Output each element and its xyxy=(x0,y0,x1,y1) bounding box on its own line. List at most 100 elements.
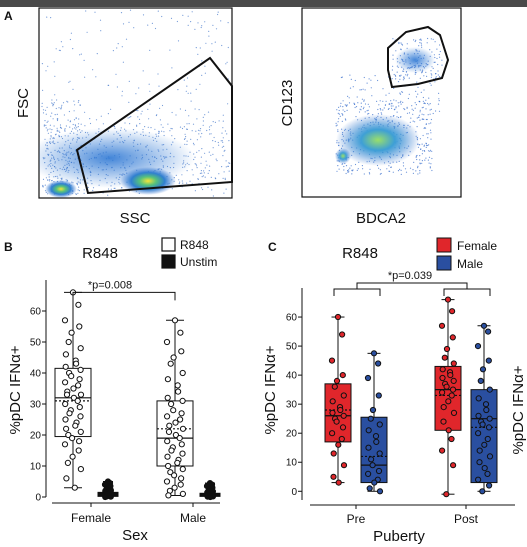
r848-male-point xyxy=(178,348,185,355)
event-dot xyxy=(429,109,431,111)
event-dot xyxy=(430,138,432,140)
r848-male-point xyxy=(178,475,185,482)
event-dot xyxy=(73,110,75,112)
r848-male-point xyxy=(171,472,178,479)
event-dot xyxy=(64,130,66,132)
event-dot xyxy=(426,133,428,135)
event-dot xyxy=(358,111,361,113)
event-dot xyxy=(350,165,352,167)
event-dot xyxy=(349,167,351,169)
event-dot xyxy=(42,89,44,91)
event-dot xyxy=(192,142,195,144)
event-dot xyxy=(431,74,433,76)
event-dot xyxy=(418,45,420,47)
legend-swatch xyxy=(161,237,176,252)
event-dot xyxy=(425,144,428,146)
event-dot xyxy=(348,97,350,99)
event-dot xyxy=(367,109,369,111)
female-post-point xyxy=(443,345,451,353)
event-dot xyxy=(412,120,414,122)
event-dot xyxy=(204,152,206,154)
event-dot xyxy=(421,160,423,162)
event-dot xyxy=(357,102,359,104)
event-dot xyxy=(419,109,421,111)
event-dot xyxy=(120,12,123,14)
event-dot xyxy=(128,21,130,23)
event-dot xyxy=(47,65,49,67)
event-dot xyxy=(400,42,402,44)
event-dot xyxy=(363,99,365,101)
event-dot xyxy=(87,186,89,189)
event-dot xyxy=(364,89,366,91)
event-dot xyxy=(228,162,230,164)
event-dot xyxy=(46,130,49,132)
r848-female-point xyxy=(77,391,85,398)
event-dot xyxy=(46,106,48,108)
event-dot xyxy=(201,148,203,150)
event-dot xyxy=(212,140,214,142)
male-pre-box xyxy=(360,416,388,484)
male-post-point xyxy=(476,447,483,454)
event-dot xyxy=(419,39,421,41)
r848-male-point xyxy=(164,413,171,420)
event-dot xyxy=(397,81,400,83)
event-dot xyxy=(49,180,51,182)
male-post-point xyxy=(481,465,488,472)
event-dot xyxy=(353,102,355,104)
unstim-male-point xyxy=(207,493,214,501)
event-dot xyxy=(77,192,79,194)
event-dot xyxy=(137,116,139,118)
y-tick-label: 10 xyxy=(286,458,298,469)
scatter-cd123-bdca2: CD123 BDCA2 xyxy=(279,7,462,227)
r848-female-point xyxy=(63,475,70,482)
event-dot xyxy=(429,166,431,168)
event-dot xyxy=(43,124,46,126)
event-dot xyxy=(359,108,361,110)
event-dot xyxy=(402,101,404,103)
event-dot xyxy=(222,127,224,129)
y-tick-label: 50 xyxy=(286,342,298,353)
r848-female-point xyxy=(69,435,76,442)
event-dot xyxy=(42,112,45,114)
r848-male-point xyxy=(165,428,173,435)
event-dot xyxy=(400,103,402,105)
event-dot xyxy=(186,140,188,142)
male-post-point xyxy=(486,482,493,489)
legend-label: Unstim xyxy=(180,255,217,269)
event-dot xyxy=(59,124,62,126)
event-dot xyxy=(154,27,157,30)
event-dot xyxy=(429,103,431,105)
event-dot xyxy=(77,123,80,125)
event-dot xyxy=(336,124,338,126)
event-dot xyxy=(52,118,54,120)
event-dot xyxy=(204,167,206,169)
r848-male-point xyxy=(176,435,183,442)
event-dot xyxy=(207,111,210,113)
event-dot xyxy=(384,104,386,106)
y-tick-label: 40 xyxy=(30,369,42,380)
event-dot xyxy=(360,106,362,108)
event-dot xyxy=(376,100,378,102)
event-dot xyxy=(436,57,438,60)
event-dot xyxy=(225,160,227,162)
event-dot xyxy=(223,150,225,152)
event-dot xyxy=(69,38,71,41)
event-dot xyxy=(86,31,88,33)
y-axis-label: %pDC IFNα+ xyxy=(7,345,24,434)
event-dot xyxy=(60,41,63,43)
event-dot xyxy=(187,92,189,94)
event-dot xyxy=(212,195,214,197)
event-dot xyxy=(130,116,132,118)
event-dot xyxy=(427,37,429,40)
event-dot xyxy=(202,188,204,191)
event-dot xyxy=(419,172,421,174)
event-dot xyxy=(41,102,43,104)
event-dot xyxy=(188,123,190,125)
event-dot xyxy=(345,165,348,167)
event-dot xyxy=(47,120,49,122)
event-dot xyxy=(426,75,428,77)
event-dot xyxy=(202,120,204,122)
event-dot xyxy=(397,170,400,172)
male-post-point xyxy=(479,488,486,495)
event-dot xyxy=(361,98,363,100)
